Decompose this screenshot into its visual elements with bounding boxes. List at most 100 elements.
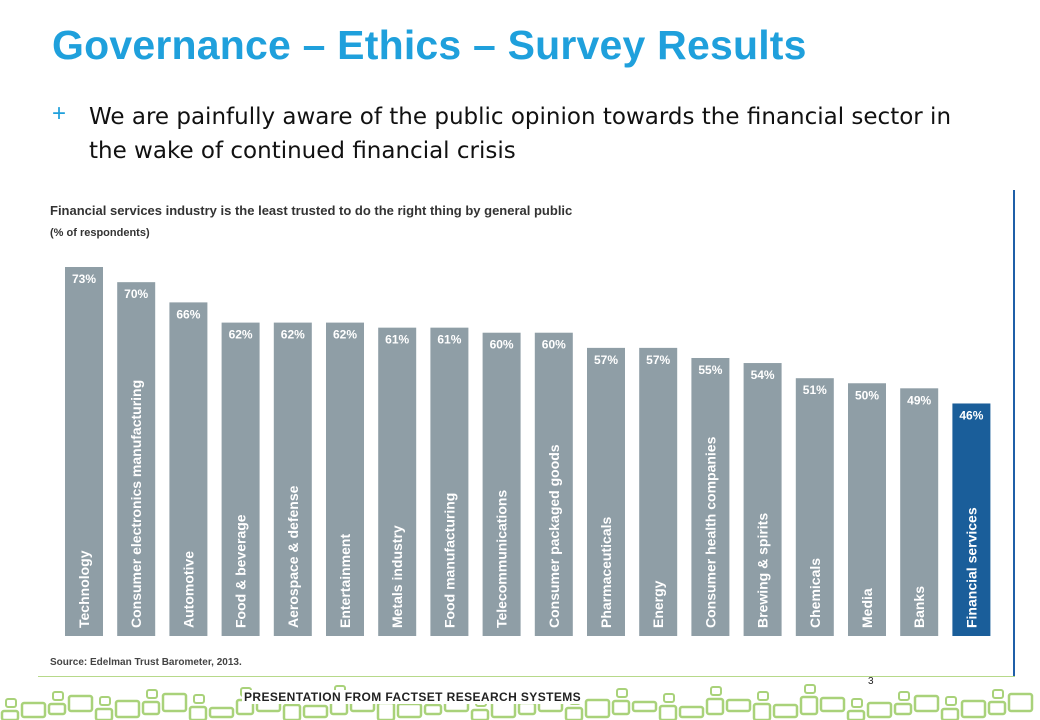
- bar-consumer-health-companies: [691, 357, 730, 636]
- footer-block: [752, 702, 772, 720]
- footer-block: [663, 693, 675, 703]
- bar-chart: Financial services industry is the least…: [38, 190, 1018, 678]
- footer-block: [564, 706, 584, 720]
- category-label: Chemicals: [807, 558, 823, 628]
- footer-block: [611, 699, 631, 716]
- footer-block: [193, 694, 205, 704]
- footer-block: [161, 692, 188, 713]
- footer-block: [114, 699, 141, 719]
- category-label: Telecommunications: [494, 490, 510, 628]
- bar-food-manufacturing: [430, 327, 469, 636]
- category-label: Brewing & spirits: [755, 513, 771, 628]
- footer-block: [804, 684, 816, 694]
- footer-block: [710, 686, 722, 696]
- footer-pattern: [0, 684, 1034, 720]
- bar-pharmaceuticals: [587, 347, 625, 636]
- category-label: Consumer packaged goods: [546, 444, 562, 628]
- value-label: 57%: [646, 353, 670, 367]
- footer-block: [423, 703, 443, 716]
- footer-block: [757, 691, 769, 701]
- bar-brewing-spirits: [743, 363, 782, 636]
- footer-block: [960, 699, 987, 719]
- footer-block: [470, 708, 490, 720]
- footer-block: [866, 701, 893, 719]
- value-label: 66%: [176, 307, 200, 321]
- value-label: 62%: [229, 328, 253, 342]
- footer-block: [0, 709, 20, 720]
- bar-telecommunications: [482, 332, 521, 636]
- bullet-text: We are painfully aware of the public opi…: [89, 104, 952, 164]
- bar-food-beverage: [221, 322, 260, 636]
- bottom-divider: [38, 676, 1015, 677]
- footer-block: [819, 696, 846, 713]
- footer-block: [705, 697, 725, 716]
- right-divider: [1013, 190, 1015, 676]
- footer-block: [1007, 692, 1034, 713]
- bar-metals-industry: [378, 327, 417, 636]
- plus-bullet-icon: +: [52, 100, 67, 127]
- footer-block: [725, 698, 752, 713]
- category-label: Financial services: [963, 507, 979, 628]
- value-label: 73%: [72, 272, 96, 286]
- footer-block: [658, 704, 678, 720]
- footer-block: [94, 707, 114, 720]
- category-label: Food manufacturing: [441, 493, 457, 628]
- footer-block: [913, 694, 940, 713]
- value-label: 60%: [542, 338, 566, 352]
- value-label: 50%: [855, 388, 879, 402]
- footer-block: [282, 703, 302, 720]
- slide-title: Governance – Ethics – Survey Results: [52, 22, 807, 68]
- category-label: Consumer health companies: [702, 436, 718, 628]
- category-label: Entertainment: [337, 534, 353, 628]
- footer-block: [67, 694, 94, 713]
- value-label: 70%: [124, 287, 148, 301]
- footer-block: [898, 691, 910, 701]
- footer-block: [141, 700, 161, 716]
- value-label: 55%: [698, 363, 722, 377]
- footer-block: [396, 702, 423, 719]
- value-label: 61%: [437, 333, 461, 347]
- category-label: Media: [859, 588, 875, 628]
- page-number: 3: [868, 676, 874, 687]
- footer-block: [99, 696, 111, 706]
- footer-block: [146, 689, 158, 699]
- footer-block: [302, 704, 329, 719]
- footer-block: [490, 700, 517, 719]
- value-label: 62%: [281, 328, 305, 342]
- footer-block: [631, 700, 658, 713]
- bars-group: 73% Technology 70% Consumer electronics man…: [65, 267, 991, 636]
- category-label: Aerospace & defense: [285, 485, 301, 628]
- footer-block: [772, 703, 799, 719]
- footer-block: [945, 696, 957, 706]
- footer-block: [987, 700, 1007, 716]
- value-label: 60%: [490, 338, 514, 352]
- value-label: 49%: [907, 393, 931, 407]
- bar-media: [848, 383, 886, 636]
- bar-consumer-packaged-goods: [534, 332, 573, 636]
- category-label: Banks: [911, 586, 927, 628]
- footer-block: [376, 701, 396, 720]
- footer-block: [799, 695, 819, 716]
- category-label: Consumer electronics manufacturing: [128, 380, 144, 628]
- footer-block: [208, 706, 235, 719]
- chart-svg: Financial services industry is the least…: [50, 203, 991, 668]
- value-label: 57%: [594, 353, 618, 367]
- category-label: Automotive: [180, 551, 196, 628]
- chart-title: Financial services industry is the least…: [50, 203, 572, 218]
- category-label: Energy: [650, 580, 666, 628]
- value-label: 61%: [385, 333, 409, 347]
- footer-block: [846, 709, 866, 720]
- footer-block: [992, 689, 1004, 699]
- bar-technology: [65, 267, 103, 636]
- footer-block: [584, 698, 611, 719]
- value-label: 46%: [959, 408, 983, 422]
- category-label: Metals industry: [389, 525, 405, 628]
- category-label: Food & beverage: [233, 514, 249, 628]
- category-label: Technology: [76, 550, 92, 628]
- footer-block: [20, 701, 47, 719]
- footer-block: [893, 702, 913, 716]
- footer-block: [940, 707, 960, 720]
- category-label: Pharmaceuticals: [598, 517, 614, 628]
- footer-block: [47, 702, 67, 716]
- chart-source: Source: Edelman Trust Barometer, 2013.: [50, 657, 242, 668]
